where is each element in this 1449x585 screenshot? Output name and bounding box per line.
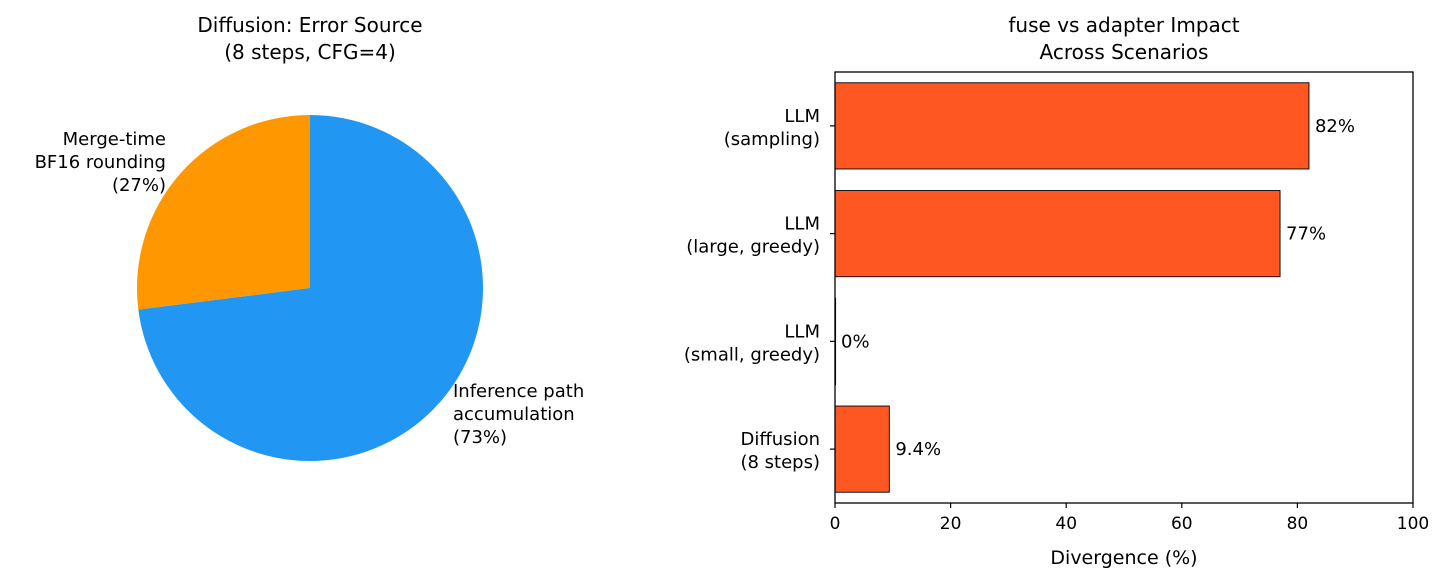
x-tick-label-5: 100 [1397, 514, 1429, 534]
pie-chart: Diffusion: Error Source (8 steps, CFG=4)… [35, 13, 584, 461]
pie-label-0-line-3: (27%) [112, 175, 166, 196]
pie-label-merge-time: Merge-time BF16 rounding (27%) [35, 129, 166, 196]
bar-value-label-1: 77% [1286, 224, 1326, 245]
pie-slices [137, 115, 483, 461]
plot-frame [834, 71, 1414, 504]
pie-label-1-line-3: (73%) [453, 427, 507, 448]
y-tick-label-0-line-2: (sampling) [724, 129, 820, 150]
x-tick-label-4: 80 [1287, 514, 1309, 534]
bar-value-label-3: 9.4% [895, 439, 941, 460]
y-tick-label-1-line-2: (large, greedy) [686, 237, 820, 258]
bar-bars: 82% 77% 0% 9.4% [834, 82, 1355, 493]
bar-value-label-0: 82% [1315, 116, 1355, 137]
pie-slice-1 [138, 115, 483, 461]
y-tick-label-3-line-2: (8 steps) [740, 452, 820, 473]
y-axis-ticks: LLM(sampling)LLM(large, greedy)LLM(small… [684, 106, 835, 473]
y-tick-label-2-line-2: (small, greedy) [684, 344, 820, 365]
y-tick-label-2-line-1: LLM [784, 321, 820, 342]
pie-slice-0 [137, 115, 310, 310]
pie-label-inference-path: Inference path accumulation (73%) [453, 381, 584, 448]
x-axis-ticks: 0 20 40 60 80 100 [830, 503, 1429, 534]
bar-3 [834, 405, 890, 493]
y-tick-label-1-line-1: LLM [784, 214, 820, 235]
x-tick-label-3: 60 [1171, 514, 1193, 534]
x-tick-label-2: 40 [1055, 514, 1077, 534]
pie-title-line-1: Diffusion: Error Source [197, 13, 422, 37]
pie-label-0-line-1: Merge-time [63, 129, 166, 150]
pie-title-line-2: (8 steps, CFG=4) [224, 40, 396, 64]
bar-title-line-1: fuse vs adapter Impact [1008, 13, 1239, 37]
x-tick-label-1: 20 [940, 514, 962, 534]
x-tick-label-0: 0 [830, 514, 841, 534]
pie-label-1-line-2: accumulation [453, 404, 575, 425]
bar-0 [834, 82, 1310, 170]
bar-1 [834, 190, 1281, 278]
bar-value-label-2: 0% [841, 331, 870, 352]
y-tick-label-3-line-1: Diffusion [741, 429, 820, 450]
bar-chart: fuse vs adapter Impact Across Scenarios … [684, 13, 1429, 569]
x-axis-label: Divergence (%) [1050, 547, 1197, 569]
pie-label-1-line-1: Inference path [453, 381, 584, 402]
pie-label-0-line-2: BF16 rounding [35, 152, 166, 173]
bar-title-line-2: Across Scenarios [1040, 40, 1209, 64]
y-tick-label-0-line-1: LLM [784, 106, 820, 127]
